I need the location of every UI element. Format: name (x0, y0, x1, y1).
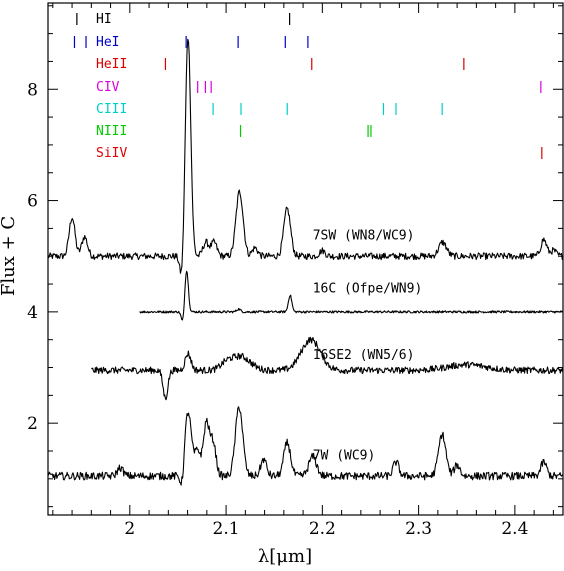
spectrum-line (47, 406, 564, 486)
line-identification-layer: HI HeI HeII CIV CIII NIII SiIV (73, 12, 543, 161)
x-tick-label: 2.4 (501, 519, 528, 539)
y-tick-label: 6 (27, 192, 38, 212)
spectrum-line (139, 270, 564, 321)
x-axis-label: λ[μm] (258, 546, 312, 567)
line-id-label: SiIV (96, 146, 127, 161)
x-tick-label: 2 (124, 519, 135, 539)
y-tick-label: 2 (27, 414, 38, 434)
y-tick-label: 4 (27, 303, 38, 323)
x-tick-label: 2.1 (213, 519, 240, 539)
line-id-label: CIV (96, 80, 120, 95)
line-id-label: HI (96, 12, 112, 27)
axes-frame: 2 2.1 2.2 2.3 2.4 2 4 6 8 (27, 2, 564, 539)
series-label: 7W (WC9) (313, 448, 376, 463)
series-label: 7SW (WN8/WC9) (313, 229, 415, 244)
y-axis-label: Flux + C (0, 216, 19, 296)
plot-frame (47, 2, 564, 516)
x-tick-label: 2.2 (309, 519, 336, 539)
x-tick-label: 2.3 (405, 519, 432, 539)
line-id-label: HeI (96, 35, 119, 50)
series-label: 16C (Ofpe/WN9) (313, 281, 423, 296)
line-id-label: NIII (96, 124, 127, 139)
series-label: 16SE2 (WN5/6) (313, 348, 415, 363)
series-layer: 7SW (WN8/WC9) 16C (Ofpe/WN9) 16SE2 (WN5/6)… (47, 38, 564, 486)
spectrum-line (91, 336, 564, 401)
spectrum-line (47, 38, 564, 274)
line-id-label: CIII (96, 102, 127, 117)
line-id-label: HeII (96, 57, 127, 72)
y-tick-label: 8 (27, 80, 38, 100)
